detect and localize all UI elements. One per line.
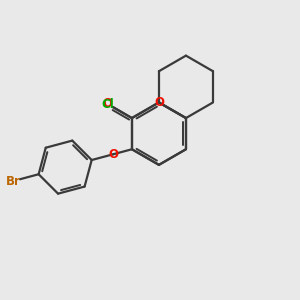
Text: O: O <box>108 148 118 161</box>
Text: O: O <box>154 96 164 109</box>
Text: O: O <box>102 97 112 110</box>
Text: Cl: Cl <box>101 98 114 111</box>
Text: Br: Br <box>6 175 20 188</box>
